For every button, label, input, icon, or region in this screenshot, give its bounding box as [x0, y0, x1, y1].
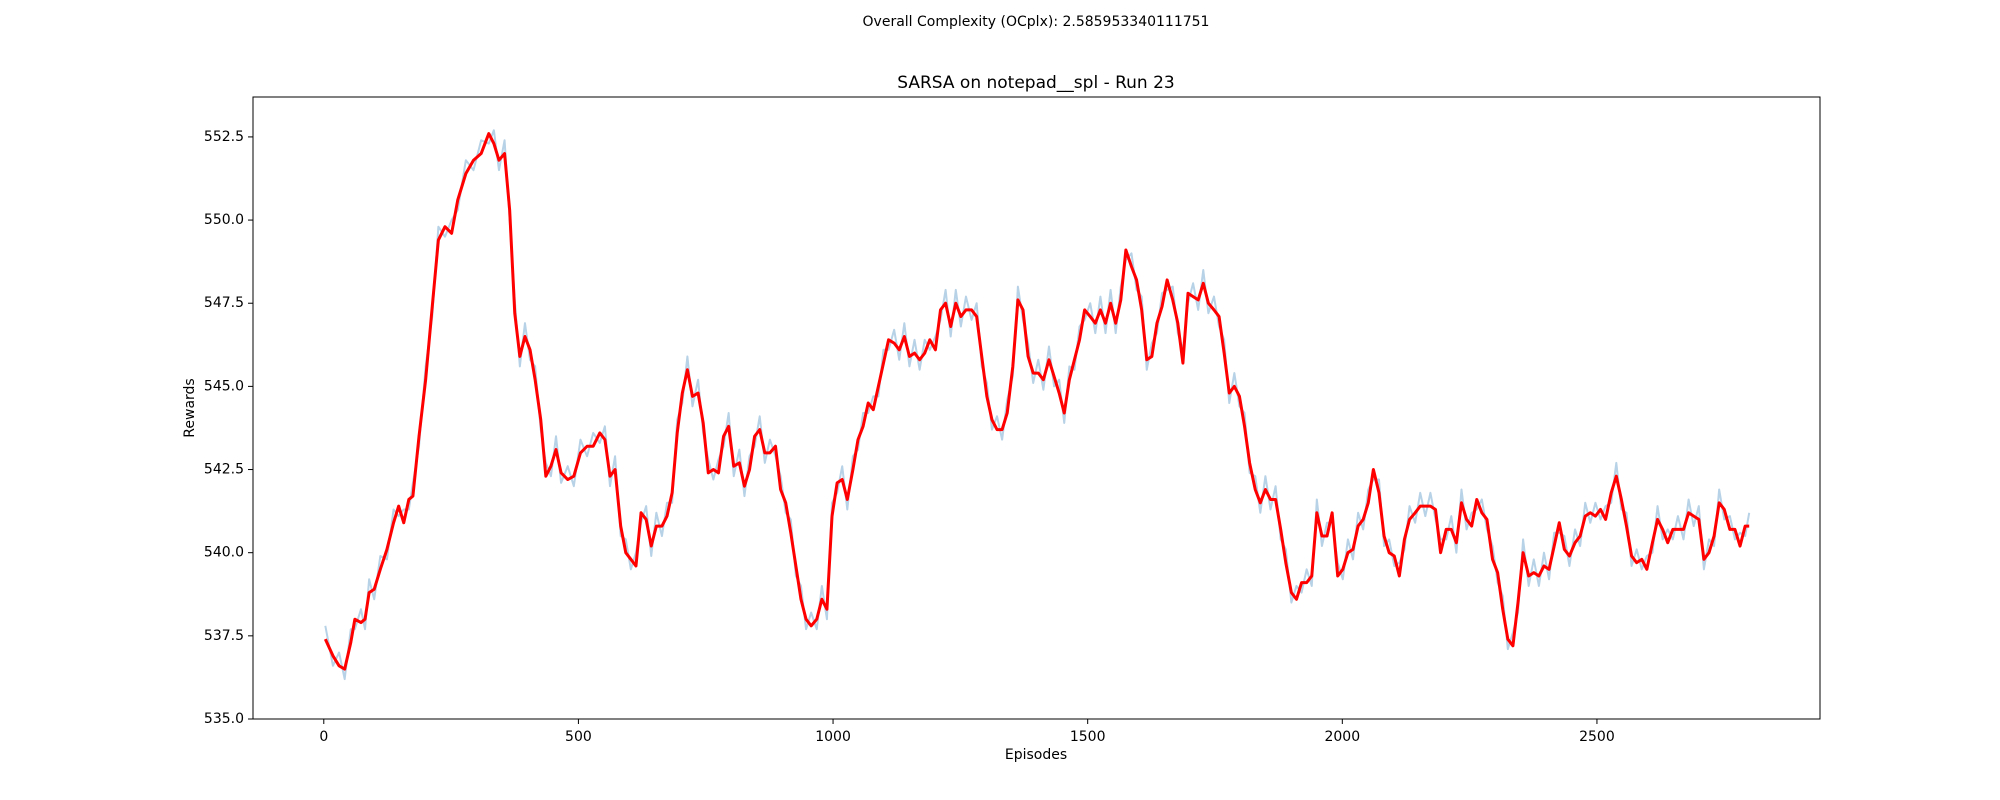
x-axis-label: Episodes	[1005, 747, 1067, 763]
x-tick-label: 2000	[1324, 729, 1360, 745]
y-tick-label: 537.5	[204, 628, 244, 644]
x-tick-label: 1000	[815, 729, 851, 745]
y-tick-label: 550.0	[204, 212, 244, 228]
plot-frame	[252, 96, 1821, 720]
x-tick-label: 500	[565, 729, 592, 745]
y-tick-label: 547.5	[204, 295, 244, 311]
y-tick-label: 542.5	[204, 462, 244, 478]
chart-title: SARSA on notepad__spl - Run 23	[897, 73, 1175, 93]
y-axis-label: Rewards	[182, 378, 198, 437]
x-tick-label: 0	[319, 729, 328, 745]
y-tick-label: 552.5	[204, 129, 244, 145]
x-tick-label: 1500	[1070, 729, 1106, 745]
y-tick-label: 545.0	[204, 378, 244, 394]
x-tick-label: 2500	[1579, 729, 1615, 745]
series-line	[323, 132, 1750, 671]
y-tick-label: 540.0	[204, 545, 244, 561]
y-tick-label: 535.0	[204, 711, 244, 727]
suptitle: Overall Complexity (OCplx): 2.5859533401…	[863, 14, 1210, 30]
